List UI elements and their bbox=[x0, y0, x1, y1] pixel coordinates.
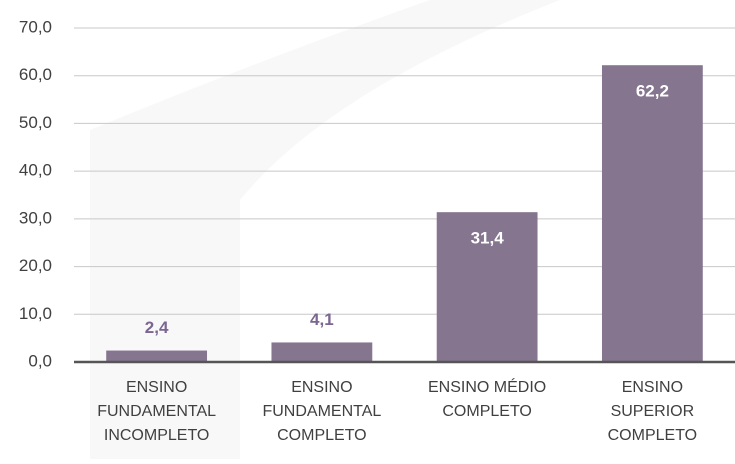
y-tick-label: 60,0 bbox=[19, 65, 52, 84]
watermark bbox=[90, 0, 560, 459]
x-tick-label: ENSINO SUPERIOR COMPLETO bbox=[608, 379, 698, 444]
bar bbox=[436, 212, 538, 362]
value-label: 4,1 bbox=[310, 310, 334, 329]
y-tick-label: 50,0 bbox=[19, 113, 52, 132]
value-label: 31,4 bbox=[471, 229, 505, 248]
x-tick-label: ENSINO FUNDAMENTAL INCOMPLETO bbox=[97, 379, 216, 444]
bar bbox=[601, 65, 703, 363]
value-label: 2,4 bbox=[145, 318, 169, 337]
bar bbox=[271, 342, 373, 362]
y-tick-label: 10,0 bbox=[19, 304, 52, 323]
x-tick-label: ENSINO FUNDAMENTAL COMPLETO bbox=[262, 379, 381, 444]
y-tick-label: 30,0 bbox=[19, 208, 52, 227]
x-tick-label: ENSINO MÉDIO COMPLETO bbox=[428, 377, 546, 420]
value-label: 62,2 bbox=[636, 82, 669, 101]
y-tick-label: 70,0 bbox=[19, 17, 52, 36]
bar bbox=[106, 350, 208, 362]
y-tick-label: 40,0 bbox=[19, 161, 52, 180]
y-tick-label: 20,0 bbox=[19, 256, 52, 275]
y-tick-label: 0,0 bbox=[28, 351, 52, 370]
